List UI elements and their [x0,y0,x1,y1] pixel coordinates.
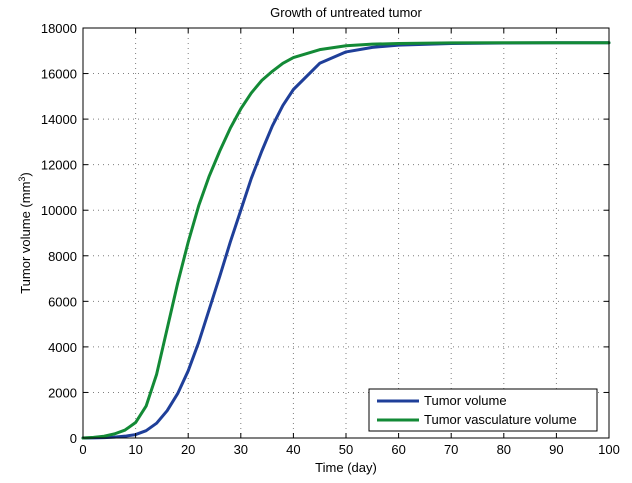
y-tick-label: 8000 [48,249,77,264]
y-tick-label: 16000 [41,67,77,82]
legend-box [368,388,598,432]
series-line-tumor-vasculature-volume [81,41,611,440]
chart-title: Growth of untreated tumor [270,5,422,20]
y-axis-label: Tumor volume (mm3) [17,172,33,294]
x-tick-label: 0 [79,442,86,457]
y-tick-label: 12000 [41,158,77,173]
y-axis-label-main: Tumor volume (mm [18,182,33,294]
x-tick-label: 100 [598,442,620,457]
x-tick-label: 90 [549,442,563,457]
y-axis-label-sup: 3 [17,177,27,182]
y-tick-label: 6000 [48,294,77,309]
tick-labels: 0 10 20 30 40 50 60 70 80 90 100 0 2000 4000 6000 8000 1… [41,21,620,457]
x-axis-label: Time (day) [315,460,377,475]
x-tick-label: 20 [181,442,195,457]
x-tick-label: 80 [497,442,511,457]
x-tick-label: 60 [391,442,405,457]
series-layer [81,41,611,440]
legend-label-tumor-volume: Tumor volume [424,393,507,408]
y-tick-label: 18000 [41,21,77,36]
grid [83,28,609,438]
y-axis-label-close: ) [18,172,33,176]
y-tick-label: 2000 [48,385,77,400]
x-tick-label: 70 [444,442,458,457]
y-tick-label: 14000 [41,112,77,127]
ticks [82,27,610,439]
x-tick-label: 10 [128,442,142,457]
x-tick-label: 50 [339,442,353,457]
y-tick-label: 10000 [41,203,77,218]
legend-label-tumor-vasculature-volume: Tumor vasculature volume [424,412,577,427]
x-tick-label: 30 [234,442,248,457]
y-tick-label: 4000 [48,340,77,355]
y-tick-label: 0 [70,431,77,446]
series-line-tumor-volume [81,41,611,440]
x-tick-label: 40 [286,442,300,457]
legend: Tumor volume Tumor vasculature volume [368,388,598,432]
